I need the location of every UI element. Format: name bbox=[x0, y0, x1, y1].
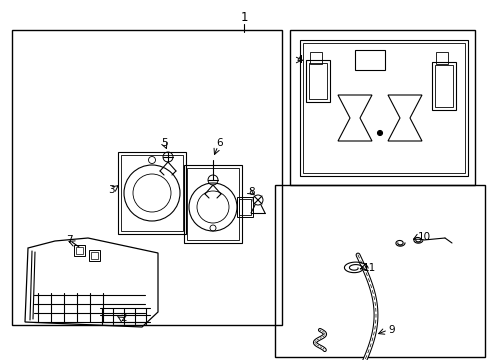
Bar bbox=[289, 30, 474, 185]
Bar bbox=[118, 152, 185, 234]
Bar bbox=[274, 185, 484, 357]
Text: 4: 4 bbox=[295, 55, 302, 65]
Text: 10: 10 bbox=[417, 232, 430, 242]
Bar bbox=[89, 250, 100, 261]
Circle shape bbox=[377, 131, 382, 135]
Bar bbox=[186, 168, 239, 240]
Bar bbox=[299, 40, 467, 176]
Bar bbox=[354, 50, 384, 70]
Bar bbox=[239, 199, 250, 215]
Bar bbox=[76, 247, 83, 254]
Bar bbox=[91, 252, 98, 259]
Text: 5: 5 bbox=[161, 138, 167, 148]
Bar bbox=[237, 197, 252, 217]
Bar bbox=[434, 65, 452, 107]
Text: 11: 11 bbox=[362, 263, 375, 273]
Bar bbox=[12, 30, 282, 325]
Text: 6: 6 bbox=[216, 138, 222, 148]
Bar bbox=[309, 52, 321, 64]
Text: 3: 3 bbox=[108, 185, 114, 195]
Bar bbox=[74, 245, 85, 256]
Bar bbox=[435, 52, 447, 64]
Text: 1: 1 bbox=[240, 10, 247, 23]
Text: 2: 2 bbox=[120, 313, 126, 323]
Bar bbox=[308, 63, 326, 99]
Text: 9: 9 bbox=[387, 325, 394, 335]
Bar bbox=[183, 165, 242, 243]
Bar bbox=[121, 155, 183, 231]
Bar bbox=[303, 43, 464, 173]
Bar bbox=[431, 62, 455, 110]
Text: 7: 7 bbox=[66, 235, 73, 245]
Bar bbox=[305, 60, 329, 102]
Text: 8: 8 bbox=[247, 187, 254, 197]
